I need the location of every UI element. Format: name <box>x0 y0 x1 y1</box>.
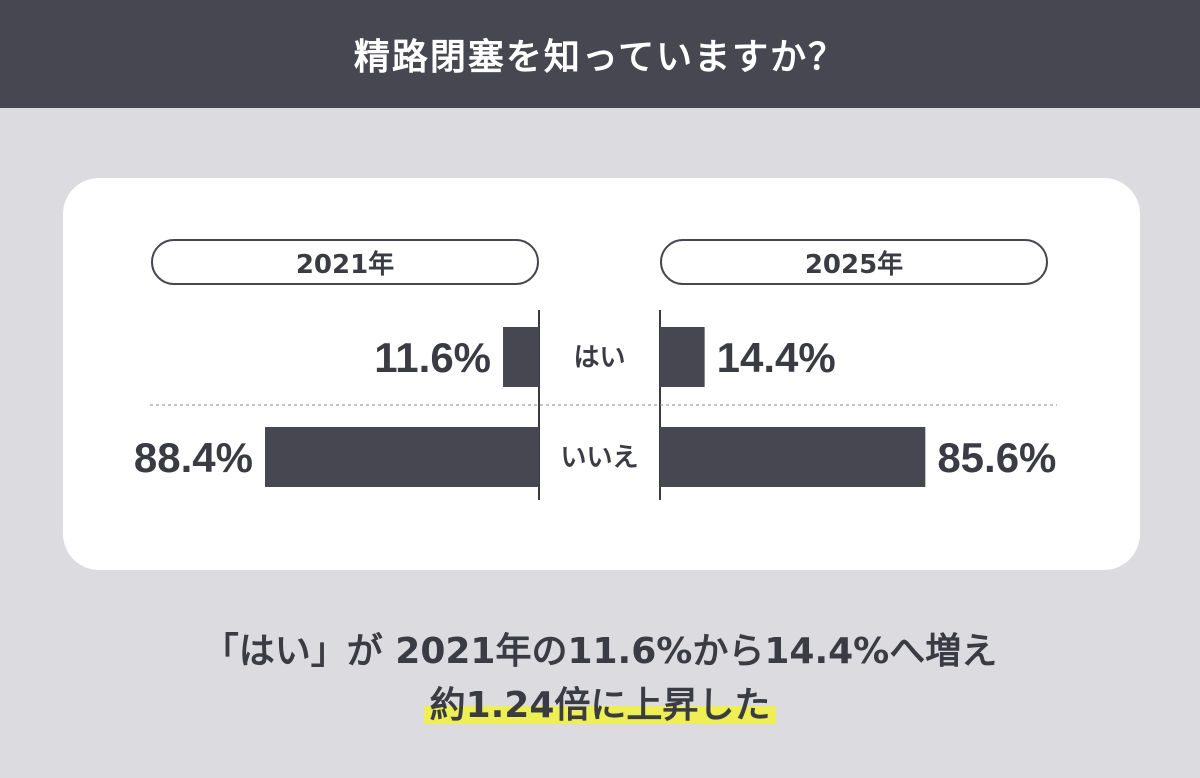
bar-2021-0 <box>503 327 539 387</box>
value-label-2025-0: 14.4% <box>717 334 836 381</box>
header-bar: 精路閉塞を知っていますか？ <box>0 0 1200 108</box>
bar-2021-1 <box>265 427 539 487</box>
category-label-0: はい <box>573 343 625 373</box>
bar-2025-1 <box>660 427 926 487</box>
value-label-2021-1: 88.4% <box>134 434 253 481</box>
bar-2025-0 <box>660 327 705 387</box>
legend-pill-2021: 2021年 <box>151 239 539 285</box>
caption-line-1: 「はい」が 2021年の11.6%から14.4%へ増え <box>202 631 998 672</box>
page-title: 精路閉塞を知っていますか？ <box>353 37 847 78</box>
value-label-2025-1: 85.6% <box>937 434 1056 481</box>
caption-line-2: 約1.24倍に上昇した <box>0 676 1200 728</box>
caption-highlight: 約1.24倍に上昇した <box>423 676 777 728</box>
legend-pill-2025: 2025年 <box>660 239 1048 285</box>
value-label-2021-0: 11.6% <box>374 334 491 381</box>
category-label-1: いいえ <box>560 443 638 473</box>
